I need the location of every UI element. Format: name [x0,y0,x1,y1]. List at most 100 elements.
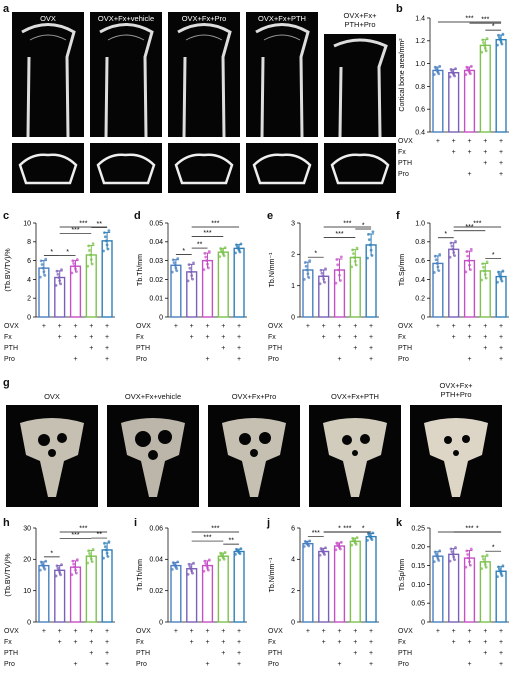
micro-ct-cross-2 [90,143,162,193]
data-point [203,251,207,255]
y-tick-label: 2 [291,252,295,259]
group-row-label: PTH [398,160,412,167]
y-tick-label: 8 [27,239,31,246]
group-mark: + [221,323,226,330]
group-mark: + [221,628,226,635]
group-row-label: OVX [268,628,283,635]
y-tick-label: 0 [421,314,425,321]
data-point [170,270,174,274]
y-tick-label: 0 [27,314,31,321]
group-row-label: Pro [136,356,147,363]
data-point [353,259,357,263]
data-point [103,231,106,235]
significance-label: * [338,526,341,533]
significance-label: *** [465,16,473,23]
y-axis-label: Cortical bone area/mm² [399,38,406,112]
micro-ct-vehicle: OVX+Fx+vehicle [90,12,162,137]
bar [333,545,346,623]
data-point [189,567,193,571]
micro-ct-title: OVX+Fx+Pro [181,14,227,23]
data-point [368,243,372,247]
y-axis-label: Tb.Sp/mm [399,559,406,591]
femur-long-image [255,23,310,137]
data-point [173,263,177,267]
bar [217,555,229,623]
group-table-k: OVX + + + + + Fx + + + + PTH + + Pro + + [398,628,513,674]
data-point [481,555,484,558]
group-mark: + [105,356,110,363]
data-point [223,246,227,250]
data-point [218,255,222,259]
group-row-label: Pro [398,171,409,178]
trab-title-4: OVX+Fx+PTH [331,392,379,401]
data-point [351,248,354,252]
data-point [451,247,455,251]
y-tick-label: 0.06 [149,525,163,532]
micro-ct-cross-5 [324,143,396,193]
group-mark: + [237,323,242,330]
panel-letter-b: b [396,3,403,15]
group-mark: + [221,639,226,646]
group-mark: + [369,661,374,668]
data-point [485,37,489,40]
data-point [190,569,194,573]
data-point [73,264,76,268]
data-point [89,258,93,261]
trab-row [6,405,502,507]
y-tick-label: 0.10 [411,582,425,589]
group-mark: + [73,323,78,330]
group-row-label: Fx [136,639,144,646]
micro-ct-cross-1 [12,143,84,193]
significance-label: * [66,249,69,256]
data-point [192,261,195,265]
y-axis-label: (Tb.BV/TV)/% [5,248,12,291]
data-point [88,552,91,555]
group-mark: + [89,334,94,341]
data-point [176,257,180,260]
data-point [43,567,47,571]
bar [495,38,507,133]
data-point [350,543,354,547]
bar [233,550,245,623]
data-point [222,557,226,561]
data-point [337,268,340,272]
significance-label: * [492,252,495,259]
y-tick-label: 0.01 [149,296,163,303]
trab-image-5 [410,405,502,507]
data-point [308,539,312,543]
group-mark: + [369,345,374,352]
bar [365,535,377,623]
data-point [71,259,75,263]
data-point [59,573,62,577]
bar [101,549,113,623]
significance-label: * [314,251,317,258]
data-point [187,263,191,267]
data-point [203,559,207,563]
data-point [202,569,206,573]
bar [479,561,491,623]
data-point [238,552,242,556]
bar [448,248,460,318]
group-mark: + [205,661,210,668]
y-tick-label: 0.25 [411,525,425,532]
bar [54,569,66,623]
group-row-label: Pro [398,356,409,363]
data-point [322,277,326,281]
data-point [485,553,489,557]
data-point [483,269,486,273]
significance-label: *** [211,526,219,533]
group-mark: + [321,628,326,635]
data-point [497,565,500,569]
data-point [307,544,311,548]
micro-ct-cross-4 [246,143,318,193]
group-row-label: Fx [398,149,406,156]
significance-label: *** [343,221,351,228]
y-tick-label: 0.04 [149,557,163,564]
group-row-label: Fx [398,334,406,341]
data-point [448,255,452,259]
data-point [103,545,107,549]
y-tick-label: 0.6 [415,258,425,265]
data-point [59,282,62,286]
group-mark: + [353,650,358,657]
